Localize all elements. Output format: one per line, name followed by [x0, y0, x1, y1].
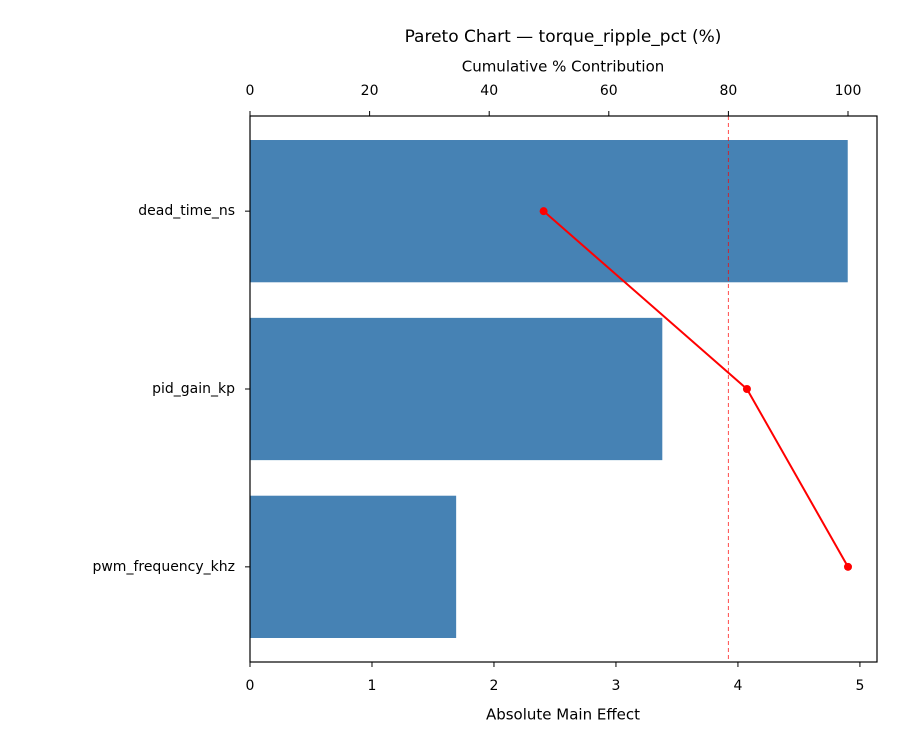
bar [250, 317, 663, 461]
bar [250, 495, 457, 638]
x2-tick-label: 80 [719, 83, 737, 99]
chart-title: Pareto Chart — torque_ripple_pct (%) [405, 27, 722, 47]
x-tick-label: 2 [490, 678, 499, 694]
x-tick-label: 5 [855, 678, 864, 694]
x-axis-label: Absolute Main Effect [486, 706, 640, 724]
x2-tick-label: 100 [835, 83, 862, 99]
bar [250, 140, 848, 283]
plot-frame [249, 115, 878, 663]
x-tick-label: 0 [246, 678, 255, 694]
x-tick-label: 1 [368, 678, 377, 694]
x2-tick-label: 60 [600, 83, 618, 99]
x2-tick-label: 40 [480, 83, 498, 99]
cumulative-marker [843, 562, 852, 571]
x2-axis-label: Cumulative % Contribution [462, 58, 665, 76]
x-tick-label: 3 [611, 678, 620, 694]
x2-tick-label: 0 [246, 83, 255, 99]
y-tick-label: pwm_frequency_khz [92, 559, 235, 575]
cumulative-marker [742, 385, 751, 393]
x-tick-label: 4 [733, 678, 742, 694]
x2-tick-label: 20 [361, 83, 379, 99]
y-tick-label: dead_time_ns [138, 203, 235, 219]
cumulative-marker [539, 207, 548, 216]
y-tick-label: pid_gain_kp [152, 381, 235, 397]
